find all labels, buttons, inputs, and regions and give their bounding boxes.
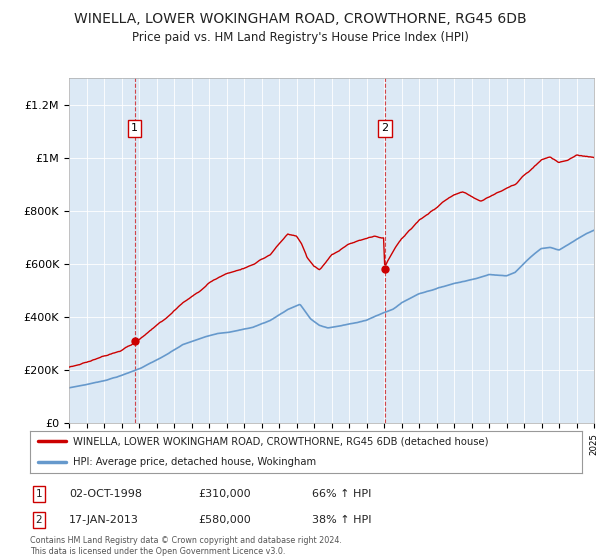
Text: 38% ↑ HPI: 38% ↑ HPI bbox=[312, 515, 371, 525]
Text: 2: 2 bbox=[35, 515, 43, 525]
Text: HPI: Average price, detached house, Wokingham: HPI: Average price, detached house, Woki… bbox=[73, 458, 316, 467]
Text: 02-OCT-1998: 02-OCT-1998 bbox=[69, 489, 142, 499]
Text: 1: 1 bbox=[131, 123, 138, 133]
Text: £310,000: £310,000 bbox=[198, 489, 251, 499]
Text: Contains HM Land Registry data © Crown copyright and database right 2024.
This d: Contains HM Land Registry data © Crown c… bbox=[30, 536, 342, 556]
Text: 1: 1 bbox=[35, 489, 43, 499]
Text: 2: 2 bbox=[381, 123, 388, 133]
Text: Price paid vs. HM Land Registry's House Price Index (HPI): Price paid vs. HM Land Registry's House … bbox=[131, 31, 469, 44]
Text: 66% ↑ HPI: 66% ↑ HPI bbox=[312, 489, 371, 499]
Text: WINELLA, LOWER WOKINGHAM ROAD, CROWTHORNE, RG45 6DB: WINELLA, LOWER WOKINGHAM ROAD, CROWTHORN… bbox=[74, 12, 526, 26]
Text: 17-JAN-2013: 17-JAN-2013 bbox=[69, 515, 139, 525]
Text: WINELLA, LOWER WOKINGHAM ROAD, CROWTHORNE, RG45 6DB (detached house): WINELLA, LOWER WOKINGHAM ROAD, CROWTHORN… bbox=[73, 436, 488, 446]
Text: £580,000: £580,000 bbox=[198, 515, 251, 525]
